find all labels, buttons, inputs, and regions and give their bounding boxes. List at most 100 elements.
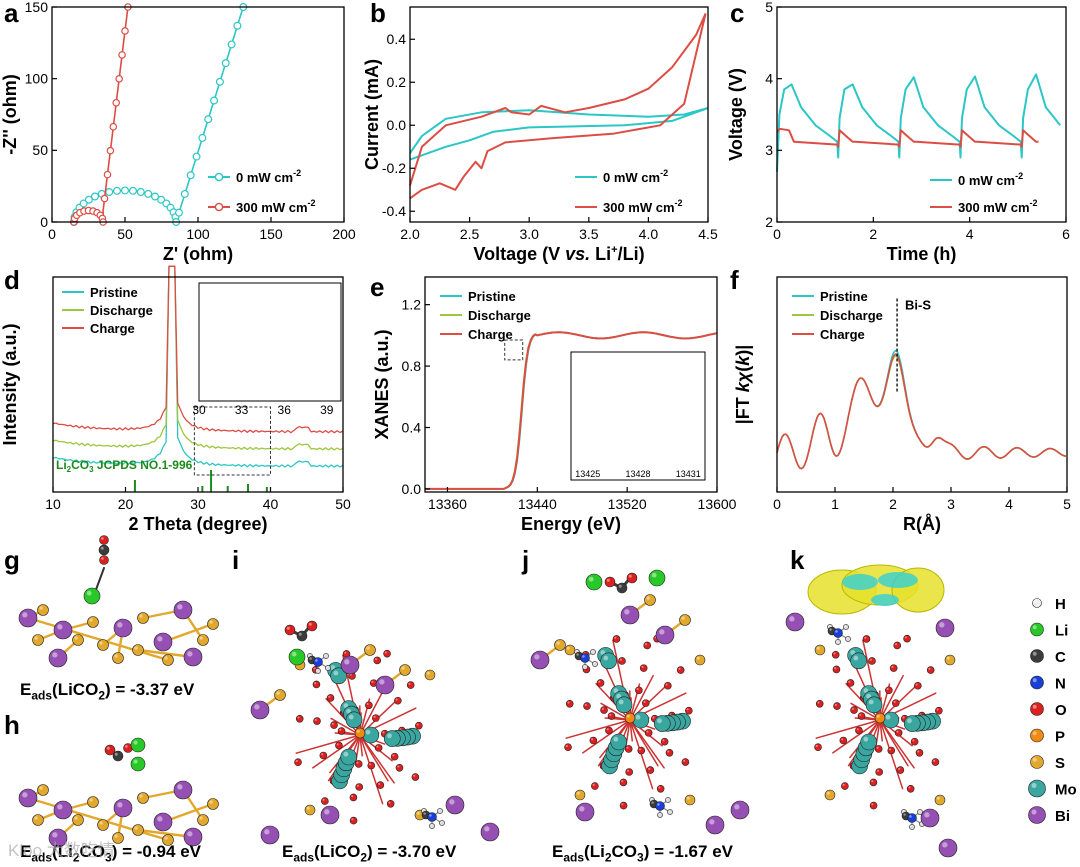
chart-e-ytick-label: 0.8 — [402, 358, 422, 374]
structure-i-nh4-bottom-N — [427, 812, 437, 822]
structure-i-nh4-bottom-H-highlight — [438, 809, 440, 811]
structure-i-cluster-Mo-atom-highlight — [346, 708, 352, 714]
legend-e-charge-text: Charge — [468, 327, 513, 342]
structure-k-cluster-Mo-atom-highlight — [866, 693, 872, 699]
structure-i-cluster-O-atom — [335, 741, 343, 750]
structure-j-nh4-bottom — [649, 797, 673, 818]
structure-j-li2co3-O-highlight — [606, 578, 610, 582]
structure-k-cluster-O-atom — [889, 664, 898, 672]
structure-j-cluster-Mo-atom-highlight — [600, 650, 606, 655]
structure-k-cluster-Mo-atom-highlight — [853, 655, 859, 661]
structure-i-cluster-O-atom-highlight — [297, 716, 300, 719]
chart-e-ytick-label: 1.2 — [402, 297, 422, 313]
structure-j-cluster-O-atom-highlight — [614, 636, 617, 639]
structure-j-nh4-bottom-C-highlight — [651, 801, 654, 804]
marker-a-300mw — [100, 194, 109, 203]
structure-j-cluster-O-atom-highlight — [565, 744, 568, 748]
structure-j-top-S-highlight — [556, 641, 560, 645]
structure-j-top-Bi — [655, 625, 675, 645]
structure-i-lico2-O-highlight — [286, 626, 290, 630]
structure-i-cluster-Mo-atom — [383, 730, 401, 747]
structure-g-lattice-S-atom — [87, 616, 99, 628]
structure-j-cluster-Mo-atom — [610, 733, 627, 751]
structure-h-Li-highlight — [133, 740, 138, 745]
structure-j-Bi-bottom — [705, 815, 725, 835]
structure-j-cluster-O-atom — [660, 737, 669, 746]
structure-j-cluster-O-atom — [591, 782, 599, 790]
structure-j-nh4-top-H — [590, 649, 596, 655]
legend-label-P: P — [1055, 729, 1065, 746]
structure-h-lattice-S-atom-highlight — [99, 821, 103, 825]
structure-i-cluster-O-atom-highlight — [382, 731, 385, 734]
structure-g-O-highlight — [101, 557, 104, 560]
structure-i-cluster-O-atom — [376, 781, 385, 789]
structure-h-lattice-Bi-atom-highlight — [117, 802, 123, 808]
structure-j-cluster-O-atom-highlight — [592, 783, 595, 786]
structure-i-nh4-top-H — [323, 653, 329, 659]
structure-j-cluster-Mo-atom-highlight — [613, 688, 619, 694]
legend-b-0mw-text: 0 mW cm-2 — [603, 168, 668, 185]
structure-i-cluster-O-atom-highlight — [368, 763, 372, 766]
structure-k-cluster-Mo-atom-highlight — [868, 699, 874, 705]
structure-g-lattice-S-atom-highlight — [74, 636, 78, 640]
chart-d-inset-frame — [198, 282, 342, 402]
structure-h-O-highlight — [125, 745, 128, 748]
structure-k-cluster-O-atom — [926, 666, 935, 674]
structure-i-lico2-O — [306, 620, 318, 632]
structure-i-cluster-O-atom — [326, 694, 335, 702]
structure-i-cluster-O-atom-highlight — [295, 759, 298, 763]
structure-k-nh4-bottom-N-highlight — [909, 815, 912, 818]
structure-j-cluster-O-atom-highlight — [646, 730, 649, 733]
chart-d-xlabel: 2 Theta (degree) — [128, 514, 267, 534]
structure-j-cluster-bond — [595, 682, 631, 721]
structure-h-lattice-S-atom-highlight — [164, 836, 168, 840]
structure-i-cluster-O-atom-highlight — [344, 651, 347, 654]
structure-k-cluster-O-atom-highlight — [891, 665, 894, 668]
structure-j-nh4-top-H-highlight — [593, 662, 595, 664]
structure-i-cluster-S-atom-highlight — [426, 671, 430, 675]
legend-atom-S-highlight — [1032, 757, 1037, 762]
structure-j-cluster-O-atom — [665, 748, 674, 757]
structure-j-nh4-bottom-H-highlight — [650, 798, 652, 800]
series-b-0mw-charge — [409, 107, 709, 154]
structure-k-cluster-O-atom-highlight — [912, 739, 915, 742]
structure-k-cluster-O-atom-highlight — [915, 683, 918, 686]
structure-j-cluster-O-atom-highlight — [683, 759, 686, 762]
legend-f-discharge-text: Discharge — [820, 308, 883, 323]
structure-i-cluster-O-atom-highlight — [328, 695, 331, 698]
legend-label-O: O — [1055, 702, 1067, 719]
structure-j-Li — [585, 573, 603, 591]
structure-j-nh4-top-H — [592, 661, 598, 667]
structure-j-nh4-bottom-H-highlight — [666, 798, 668, 800]
structure-g-lattice-bond — [26, 616, 170, 662]
structure-j-top-S — [644, 594, 656, 606]
structure-k-cluster — [814, 634, 956, 810]
structure-j-cluster-Mo-atom-highlight — [618, 699, 624, 705]
structure-j-cluster-O-atom — [656, 784, 665, 793]
structure-k-cluster-O-atom — [857, 712, 866, 720]
structure-i-Bi-bottom — [260, 825, 280, 845]
structure-i-cluster-Mo-atom-highlight — [348, 714, 354, 720]
marker-a-300mw — [103, 170, 112, 179]
structure-g-lattice-S-atom-highlight — [199, 636, 203, 640]
structure-i-nh4-top-H-highlight — [324, 654, 326, 656]
chart-b-ytick-label: 0.2 — [387, 74, 407, 90]
structure-h-lattice-S-atom-highlight — [139, 794, 143, 798]
structure-j-li2co3 — [604, 572, 638, 594]
structure-i-cluster-Mo-atom — [340, 748, 357, 766]
chart-e-xlabel: Energy (eV) — [521, 514, 621, 534]
structure-i-cluster-O-atom-highlight — [336, 743, 339, 746]
chart-b-xlabel: Voltage (V vs. Li+/Li) — [473, 244, 644, 264]
structure-k-cluster-O-atom-highlight — [876, 746, 879, 749]
structure-k-cluster-O-atom — [862, 635, 871, 643]
structure-j-cluster-O-atom-highlight — [665, 683, 668, 686]
chart-f-xtick-label: 3 — [947, 496, 955, 512]
chart-f-xtick-label: 4 — [1005, 496, 1013, 512]
structure-j-nh4-top-C-highlight — [576, 653, 579, 656]
structure-i-top-Bi-highlight — [254, 704, 260, 710]
structure-h-lattice-S-atom-highlight — [114, 834, 118, 838]
structure-i-cluster-O-atom — [367, 761, 376, 770]
structure-g-lattice-Bi-atom — [173, 600, 193, 620]
structure-g-lattice-Bi-atom-highlight — [177, 604, 183, 610]
chart-b-plot — [409, 13, 709, 200]
